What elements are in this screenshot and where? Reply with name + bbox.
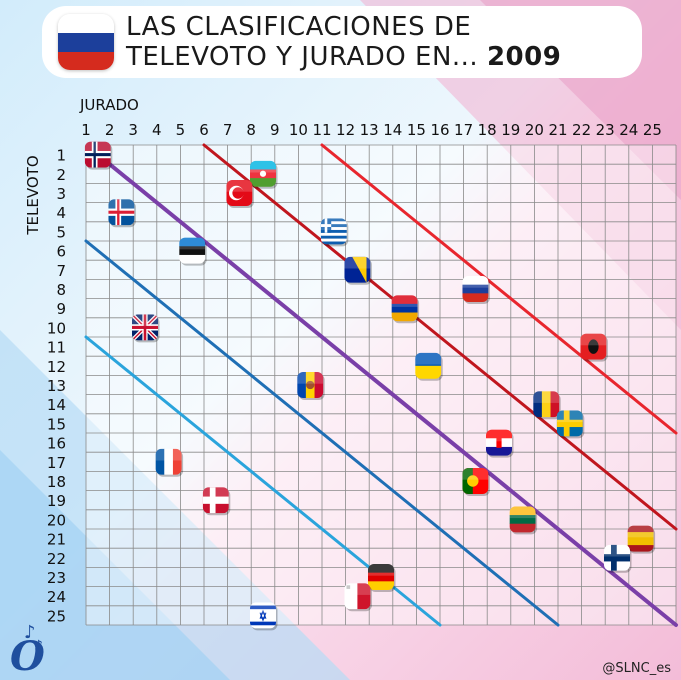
greece-flag-icon (320, 218, 349, 247)
france-flag-icon (155, 448, 184, 477)
y-tick-label: 15 (47, 415, 66, 433)
germany-flag-icon (368, 564, 396, 592)
y-tick-label: 7 (56, 262, 66, 280)
y-tick-label: 13 (47, 377, 66, 395)
y-tick-label: 14 (47, 396, 66, 414)
armenia-flag-icon (391, 295, 420, 324)
title-line-2: TELEVOTO Y JURADO EN... 2009 (126, 42, 561, 72)
azerbaijan-flag-icon (250, 160, 278, 189)
x-tick-label: 25 (643, 121, 662, 139)
x-tick-label: 4 (152, 121, 162, 139)
y-tick-label: 2 (56, 166, 66, 184)
russia-flag-icon (58, 14, 114, 70)
reference-diagonal-1 (202, 143, 678, 531)
x-tick-label: 5 (176, 121, 186, 139)
x-tick-label: 3 (128, 121, 138, 139)
music-note-o-logo: O ♪ ♪ (6, 620, 50, 680)
y-tick-label: 9 (56, 300, 66, 318)
iceland-flag-icon (108, 199, 136, 228)
y-tick-label: 16 (47, 435, 66, 453)
y-axis-label: TELEVOTO (24, 155, 42, 235)
x-axis-label: JURADO (79, 96, 139, 114)
reference-diagonal-3 (84, 239, 560, 627)
israel-flag-icon (250, 602, 278, 631)
x-tick-label: 12 (336, 121, 355, 139)
x-tick-label: 8 (246, 121, 256, 139)
y-tick-label: 11 (47, 339, 66, 357)
moldova-flag-icon (297, 372, 325, 400)
y-tick-label: 21 (47, 531, 66, 549)
croatia-flag-icon (486, 429, 514, 458)
y-tick-label: 8 (56, 281, 66, 299)
y-tick-label: 4 (56, 204, 66, 222)
x-tick-label: 1 (81, 121, 91, 139)
y-tick-label: 12 (47, 358, 66, 376)
x-tick-label: 13 (360, 121, 379, 139)
x-tick-label: 21 (548, 121, 567, 139)
x-tick-label: 7 (223, 121, 233, 139)
x-tick-label: 9 (270, 121, 280, 139)
y-tick-label: 17 (47, 454, 66, 472)
x-tick-label: 16 (430, 121, 449, 139)
y-tick-label: 6 (56, 243, 66, 261)
x-tick-label: 23 (596, 121, 615, 139)
x-tick-label: 6 (199, 121, 209, 139)
y-tick-label: 19 (47, 492, 66, 510)
lithuania-flag-icon (509, 506, 538, 535)
x-tick-label: 22 (572, 121, 591, 139)
y-tick-label: 23 (47, 569, 66, 587)
ukraine-flag-icon (415, 352, 443, 381)
x-tick-label: 19 (501, 121, 520, 139)
reference-diagonal-0 (95, 152, 678, 627)
x-tick-label: 2 (105, 121, 115, 139)
y-tick-label: 20 (47, 511, 66, 529)
grid (85, 144, 677, 626)
spain-flag-icon (627, 525, 656, 554)
title-line-2-prefix: TELEVOTO Y JURADO EN... (126, 42, 487, 72)
y-tick-label: 22 (47, 550, 66, 568)
uk-flag-icon (132, 314, 160, 343)
y-tick-label: 25 (47, 607, 66, 625)
russia-flag-icon (462, 276, 490, 304)
estonia-flag-icon (179, 237, 207, 266)
albania-flag-icon (580, 333, 608, 362)
x-tick-label: 15 (407, 121, 426, 139)
y-tick-label: 5 (56, 223, 66, 241)
x-tick-label: 18 (478, 121, 497, 139)
y-tick-label: 10 (47, 319, 66, 337)
x-tick-label: 11 (312, 121, 331, 139)
x-tick-label: 10 (289, 121, 308, 139)
y-tick-label: 18 (47, 473, 66, 491)
finland-flag-icon (604, 544, 632, 573)
watermark: @SLNC_es (602, 661, 671, 676)
chart-title: LAS CLASIFICACIONES DE TELEVOTO Y JURADO… (126, 12, 561, 72)
y-tick-label: 24 (47, 588, 66, 606)
romania-flag-icon (533, 391, 561, 420)
y-tick-label: 1 (56, 147, 66, 165)
x-tick-label: 24 (619, 121, 638, 139)
x-tick-label: 14 (383, 121, 402, 139)
reference-diagonal-2 (320, 143, 678, 435)
title-year: 2009 (486, 42, 562, 72)
title-line-1: LAS CLASIFICACIONES DE (126, 12, 472, 42)
denmark-flag-icon (202, 487, 231, 516)
malta-flag-icon (344, 583, 372, 612)
y-tick-label: 3 (56, 185, 66, 203)
title-box: LAS CLASIFICACIONES DE TELEVOTO Y JURADO… (42, 6, 642, 78)
sweden-flag-icon (556, 410, 585, 439)
norway-flag-icon (84, 141, 113, 170)
svg-text:O: O (10, 633, 45, 676)
bosnia-flag-icon (344, 256, 372, 285)
svg-text:♪: ♪ (24, 622, 36, 643)
portugal-flag-icon (462, 468, 490, 496)
x-tick-label: 20 (525, 121, 544, 139)
svg-text:♪: ♪ (34, 638, 43, 654)
x-tick-label: 17 (454, 121, 473, 139)
turkey-flag-icon (226, 180, 254, 208)
